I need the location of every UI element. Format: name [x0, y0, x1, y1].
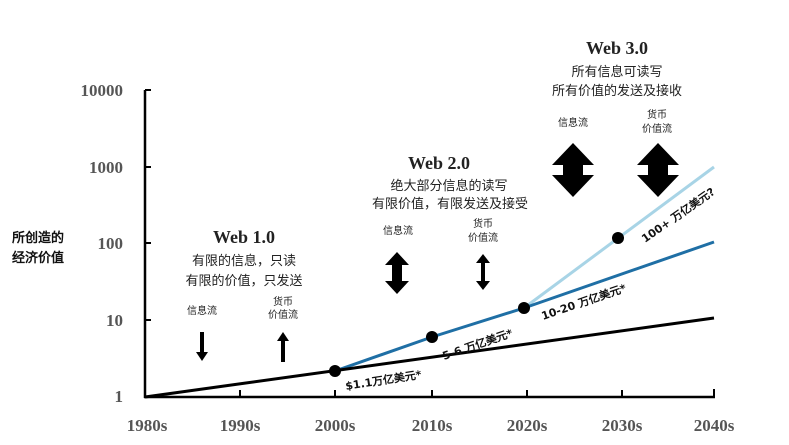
web1-title: Web 1.0	[213, 227, 275, 247]
web1-info-flow-label: 信息流	[187, 304, 217, 317]
web2-value-flow-label-line1: 货币	[473, 217, 493, 230]
y-tick-1: 1	[115, 387, 124, 406]
arrow-up-icon	[277, 332, 289, 362]
data-point-2020s	[518, 302, 530, 314]
x-tick-2030s: 2030s	[602, 416, 643, 435]
y-axis	[143, 89, 151, 398]
data-point-2030s	[612, 232, 624, 244]
x-axis	[144, 389, 715, 399]
web2-info-flow-label: 信息流	[383, 224, 413, 237]
web1-desc-line1: 有限的信息，只读	[192, 253, 296, 269]
web3-annotation: Web 3.0 所有信息可读写 所有价值的发送及接收 信息流 货币 价值流	[552, 38, 682, 197]
web3-value-flow-label-line1: 货币	[647, 108, 667, 121]
x-tick-1980s: 1980s	[127, 416, 168, 435]
web1-value-flow-label-line1: 货币	[273, 295, 293, 308]
web3-title: Web 3.0	[586, 38, 648, 58]
web1-annotation: Web 1.0 有限的信息，只读 有限的价值，只发送 信息流 货币 价值流	[185, 227, 303, 362]
y-tick-10000: 10000	[81, 81, 124, 100]
web2-trend-line	[334, 240, 715, 373]
y-tick-1000: 1000	[89, 158, 123, 177]
label-2000s-value: $1.1万亿美元*	[344, 367, 422, 393]
web2-annotation: Web 2.0 绝大部分信息的读写 有限价值，有限发送及接受 信息流 货币 价值…	[372, 153, 528, 294]
web1-value-flow-label-line2: 价值流	[268, 308, 298, 321]
arrow-down-icon	[196, 332, 208, 361]
web1-trend-line	[144, 316, 715, 399]
web2-desc-line1: 绝大部分信息的读写	[390, 178, 507, 194]
x-tick-2040s: 2040s	[694, 416, 735, 435]
web1-desc-line2: 有限的价值，只发送	[185, 273, 302, 289]
web2-desc-line2: 有限价值，有限发送及接受	[372, 196, 528, 212]
web3-info-flow-label: 信息流	[558, 116, 588, 129]
web3-value-flow-label-line2: 价值流	[642, 122, 672, 135]
web2-title: Web 2.0	[408, 153, 470, 173]
y-axis-label-line2: 经济价值	[12, 250, 64, 266]
x-tick-2010s: 2010s	[412, 416, 453, 435]
y-axis-label-line1: 所创造的	[12, 230, 64, 246]
data-point-2000s	[329, 365, 341, 377]
data-point-2010s	[426, 331, 438, 343]
y-tick-10: 10	[106, 311, 123, 330]
web3-desc-line1: 所有信息可读写	[571, 64, 662, 80]
web3-desc-line2: 所有价值的发送及接收	[552, 83, 682, 99]
bidirectional-arrow-icon	[476, 254, 490, 290]
y-tick-100: 100	[98, 234, 124, 253]
bidirectional-arrow-icon	[552, 143, 594, 197]
web2-value-flow-label-line2: 价值流	[468, 231, 498, 244]
x-tick-2020s: 2020s	[507, 416, 548, 435]
bidirectional-arrow-icon	[637, 143, 679, 197]
x-tick-2000s: 2000s	[315, 416, 356, 435]
bidirectional-arrow-icon	[385, 252, 409, 294]
x-tick-1990s: 1990s	[220, 416, 261, 435]
